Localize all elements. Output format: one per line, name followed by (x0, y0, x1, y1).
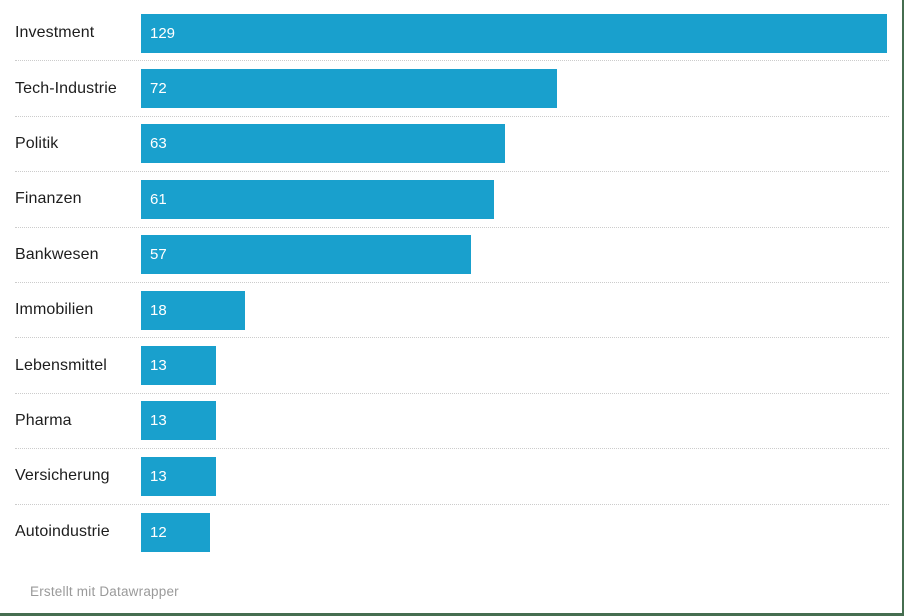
category-label: Pharma (15, 411, 72, 429)
bar-track: 129 (141, 13, 889, 53)
bar-track: 13 (141, 456, 889, 496)
bar-track: 57 (141, 235, 889, 275)
bar[interactable]: 13 (141, 456, 217, 496)
bar-track: 18 (141, 290, 889, 330)
bar-value-label: 72 (150, 80, 167, 98)
category-label: Bankwesen (15, 245, 99, 263)
bar-row: Immobilien 18 (15, 283, 889, 339)
category-label: Finanzen (15, 190, 82, 208)
bar-value-label: 57 (150, 246, 167, 264)
bar[interactable]: 57 (141, 235, 471, 275)
bar-track: 12 (141, 512, 889, 552)
category-label: Lebensmittel (15, 356, 107, 374)
bar[interactable]: 18 (141, 290, 246, 330)
category-label: Autoindustrie (15, 523, 110, 541)
bar-row: Versicherung 13 (15, 449, 889, 505)
attribution-text: Erstellt mit Datawrapper (30, 583, 179, 599)
category-label: Immobilien (15, 301, 94, 319)
bar-track: 13 (141, 346, 889, 386)
bar-value-label: 13 (150, 412, 167, 430)
bar-value-label: 18 (150, 301, 167, 319)
bar-row: Autoindustrie 12 (15, 505, 889, 560)
bar-row: Pharma 13 (15, 394, 889, 450)
bar-track: 61 (141, 179, 889, 219)
bar-value-label: 13 (150, 357, 167, 375)
bar[interactable]: 12 (141, 512, 211, 552)
category-label: Tech-Industrie (15, 79, 117, 97)
bar[interactable]: 13 (141, 401, 217, 441)
bar-row: Investment 129 (15, 6, 889, 62)
bar-track: 13 (141, 401, 889, 441)
bar-row: Lebensmittel 13 (15, 338, 889, 394)
bar[interactable]: 63 (141, 124, 506, 164)
category-label: Versicherung (15, 467, 110, 485)
bar-value-label: 61 (150, 190, 167, 208)
bar-chart: Investment 129 Tech-Industrie 72 Politik 63 Fi… (15, 6, 889, 599)
bar-value-label: 12 (150, 523, 167, 541)
bar[interactable]: 61 (141, 179, 494, 219)
bar-track: 72 (141, 69, 889, 109)
bar-value-label: 129 (150, 24, 176, 42)
bar-value-label: 63 (150, 135, 167, 153)
bar-row: Bankwesen 57 (15, 228, 889, 283)
bar-value-label: 13 (150, 467, 167, 485)
category-label: Politik (15, 134, 59, 152)
bar[interactable]: 13 (141, 346, 217, 386)
bar-row: Politik 63 (15, 117, 889, 173)
bar-row: Finanzen 61 (15, 172, 889, 228)
bar[interactable]: 72 (141, 69, 558, 109)
bar-track: 63 (141, 124, 889, 164)
bar[interactable]: 129 (141, 13, 887, 53)
bar-rows: Investment 129 Tech-Industrie 72 Politik 63 Fi… (15, 6, 889, 560)
category-label: Investment (15, 24, 95, 42)
bar-row: Tech-Industrie 72 (15, 61, 889, 117)
